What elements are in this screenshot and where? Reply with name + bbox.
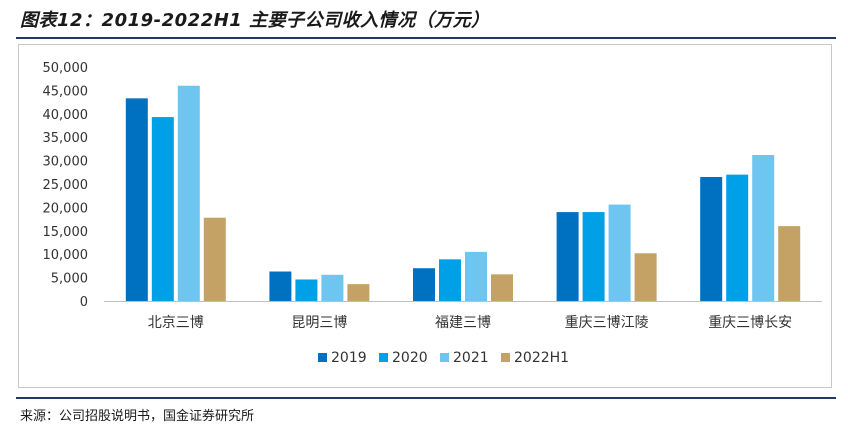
bar-2020-1 [295,279,318,301]
bar-2022H1-1 [347,284,370,301]
y-axis: 0 5,000 10,000 15,000 20,000 25,000 30,000 35,0… [43,61,89,310]
y-tick-label: 10,000 [43,248,89,263]
legend-swatch-2021 [440,353,449,362]
bar-2021-0 [177,85,200,301]
bar-2022H1-0 [203,217,226,301]
x-tick-label: 北京三博 [148,314,204,331]
x-tick-label: 福建三博 [435,314,491,331]
x-tick-label: 重庆三博江陵 [565,314,649,331]
source-divider [16,397,836,399]
y-tick-label: 0 [80,295,88,310]
source-note: 来源：公司招股说明书，国金证券研究所 [20,409,255,424]
figure-title: 图表12：2019-2022H1 主要子公司收入情况（万元） [20,10,490,31]
bar-2020-3 [582,212,605,301]
y-tick-label: 25,000 [43,178,89,193]
bar-2019-0 [125,98,148,301]
legend: 2019 2020 2021 2022H1 [318,350,569,366]
legend-swatch-2020 [379,353,388,362]
bar-2019-2 [413,268,435,301]
y-tick-label: 40,000 [43,108,89,123]
bar-2020-2 [439,259,461,301]
legend-swatch-2019 [318,353,327,362]
bar-2022H1-2 [491,274,513,301]
y-tick-label: 45,000 [43,84,89,99]
x-axis-labels: 北京三博 昆明三博 福建三博 重庆三博江陵 重庆三博长安 [148,314,792,331]
bar-2022H1-3 [634,253,657,301]
title-divider [16,37,836,39]
y-tick-label: 30,000 [43,155,89,170]
bar-2022H1-4 [778,226,801,301]
bar-2020-4 [726,174,749,301]
bar-2019-4 [700,176,723,301]
legend-label: 2019 [331,350,367,366]
bar-2021-4 [752,154,775,301]
y-tick-label: 50,000 [43,61,89,76]
bar-2021-1 [321,274,344,301]
bar-2020-0 [151,117,174,302]
legend-label: 2022H1 [514,350,569,366]
y-tick-label: 35,000 [43,131,89,146]
legend-swatch-2022H1 [501,353,510,362]
y-tick-label: 5,000 [51,272,88,287]
y-tick-label: 15,000 [43,225,89,240]
legend-label: 2021 [453,350,489,366]
bars [125,85,801,302]
bar-2021-3 [608,204,631,301]
bar-2021-2 [465,251,487,301]
bar-2019-3 [556,212,579,301]
bar-2019-1 [269,271,292,301]
y-tick-label: 20,000 [43,201,89,216]
chart-frame [18,44,832,388]
x-tick-label: 重庆三博长安 [708,314,792,331]
legend-label: 2020 [392,350,428,366]
x-tick-label: 昆明三博 [291,314,347,331]
